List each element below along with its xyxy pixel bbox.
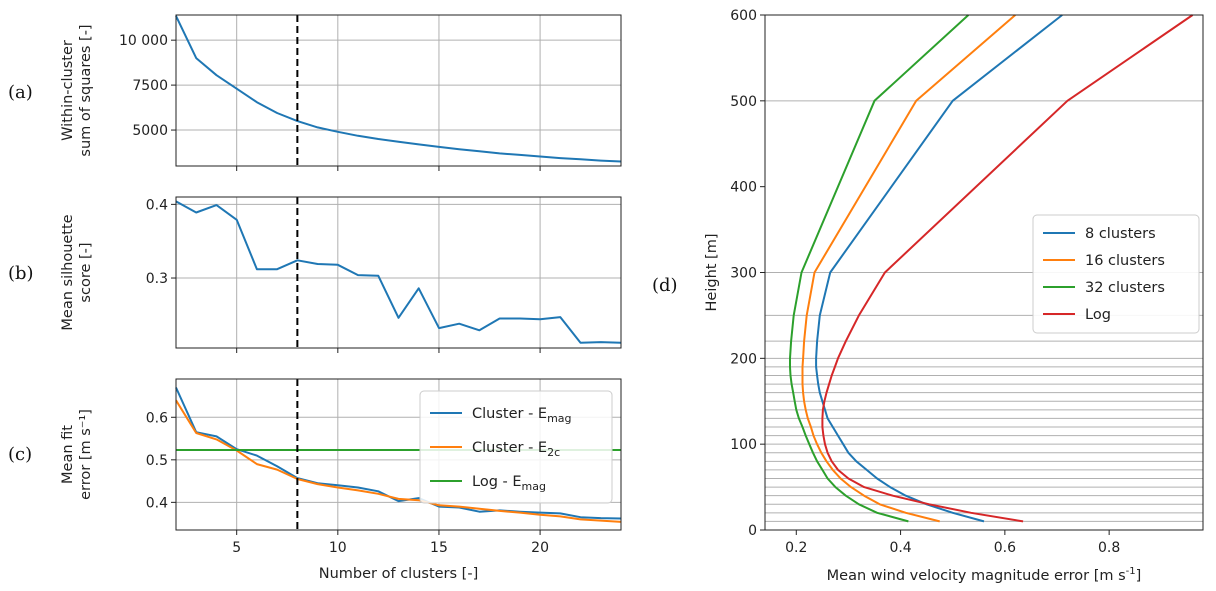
axes-frame: [764, 14, 1204, 531]
legend-label-main: Cluster - E: [472, 440, 547, 456]
y-tick-label: 600: [730, 8, 757, 24]
panel-label-c: (c): [8, 444, 32, 465]
grid-lines: [176, 197, 621, 348]
legend-label-subscript: mag: [522, 480, 546, 493]
y-axis-label-line: error [m s⁻¹]: [78, 409, 94, 500]
grid-lines: [176, 15, 621, 166]
x-axis-label-superscript: -1: [1126, 566, 1136, 577]
legend-label-0: Cluster - Emag: [472, 406, 572, 425]
y-tick-label: 0: [748, 523, 757, 539]
legend-label-2: Log - Emag: [472, 474, 546, 493]
x-tick-label: 0.4: [889, 540, 911, 556]
y-tick-label: 0.3: [146, 271, 168, 287]
legend-frame: [1032, 214, 1200, 334]
x-tick-label: 0.2: [785, 540, 807, 556]
y-tick-label: 200: [730, 351, 757, 367]
x-tick-label: 20: [531, 540, 549, 556]
y-axis-label: Mean fit error [m s⁻¹]: [60, 409, 94, 500]
x-tick-label: 0.6: [994, 540, 1016, 556]
profile-line-2: [789, 14, 970, 523]
series-line-0: [175, 200, 622, 344]
y-tick-label: 400: [730, 180, 757, 196]
legend-label-2: 32 clusters: [1085, 280, 1165, 296]
legend-label-main: Log - E: [472, 474, 522, 490]
legend-label-3: Log: [1085, 307, 1111, 323]
y-axis-label-line: Mean silhouette: [60, 214, 76, 330]
x-axis-label: Mean wind velocity magnitude error [m s-…: [827, 566, 1142, 584]
profile-line-1: [801, 14, 1016, 523]
legend-label-subscript: mag: [547, 412, 571, 425]
legend: 8 clusters 16 clusters 32 clusters Log: [1032, 214, 1200, 334]
axes-frame: [175, 378, 622, 531]
panel-label-d: (d): [652, 275, 678, 296]
y-tick-label: 0.4: [146, 197, 168, 213]
y-tick-label: 500: [730, 94, 757, 110]
y-axis-label: Height [m]: [704, 234, 720, 312]
panel-c-fit-error: 5 10 15 20 0.4 0.5 0.6 Mean fit error [m s⁻¹] Num…: [60, 378, 622, 582]
x-tick-label: 5: [232, 540, 241, 556]
series-line-0: [175, 15, 622, 163]
y-axis-label: Mean silhouette score [-]: [60, 214, 94, 330]
profile-line-0: [815, 14, 1063, 523]
panel-d-height-profile: 0.2 0.4 0.6 0.8 0 100 200 300 400 500 600 Height [m…: [704, 8, 1204, 584]
x-axis-label: Number of clusters [-]: [319, 566, 478, 582]
axes-frame: [175, 14, 622, 167]
y-tick-label: 7500: [132, 78, 168, 94]
y-tick-label: 0.5: [146, 453, 168, 469]
y-axis-label-line: score [-]: [78, 242, 94, 302]
y-axis-label-line: Mean fit: [60, 425, 76, 484]
y-tick-label: 0.6: [146, 410, 168, 426]
legend-label-1: 16 clusters: [1085, 253, 1165, 269]
y-tick-label: 10 000: [119, 33, 168, 49]
x-tick-label: 10: [329, 540, 347, 556]
y-axis-label-line: Within-cluster: [60, 40, 76, 141]
x-axis-label-main: Mean wind velocity magnitude error [m s: [827, 568, 1126, 584]
legend-label-0: 8 clusters: [1085, 226, 1156, 242]
legend-label-main: Cluster - E: [472, 406, 547, 422]
panel-label-a: (a): [8, 82, 33, 103]
panel-b-silhouette: 0.3 0.4 Mean silhouette score [-]: [60, 196, 622, 353]
panel-a-within-cluster-ss: 5000 7500 10 000 Within-cluster sum of squar…: [60, 14, 622, 171]
y-axis-label-line: sum of squares [-]: [78, 24, 94, 156]
y-tick-label: 5000: [132, 123, 168, 139]
panel-label-b: (b): [8, 263, 34, 284]
y-tick-label: 300: [730, 266, 757, 282]
series-line-0: [175, 387, 622, 520]
y-axis-label: Within-cluster sum of squares [-]: [60, 24, 94, 156]
profile-line-3: [821, 14, 1194, 523]
x-tick-label: 0.8: [1098, 540, 1120, 556]
legend-frame: [419, 390, 613, 504]
axes-frame: [175, 196, 622, 349]
y-tick-label: 0.4: [146, 495, 168, 511]
legend-label-subscript: 2c: [547, 446, 560, 459]
legend-label-1: Cluster - E2c: [472, 440, 560, 459]
series-line-1: [175, 399, 622, 523]
y-tick-label: 100: [730, 437, 757, 453]
x-tick-label: 15: [430, 540, 448, 556]
x-axis-label-tail: ]: [1136, 568, 1142, 584]
